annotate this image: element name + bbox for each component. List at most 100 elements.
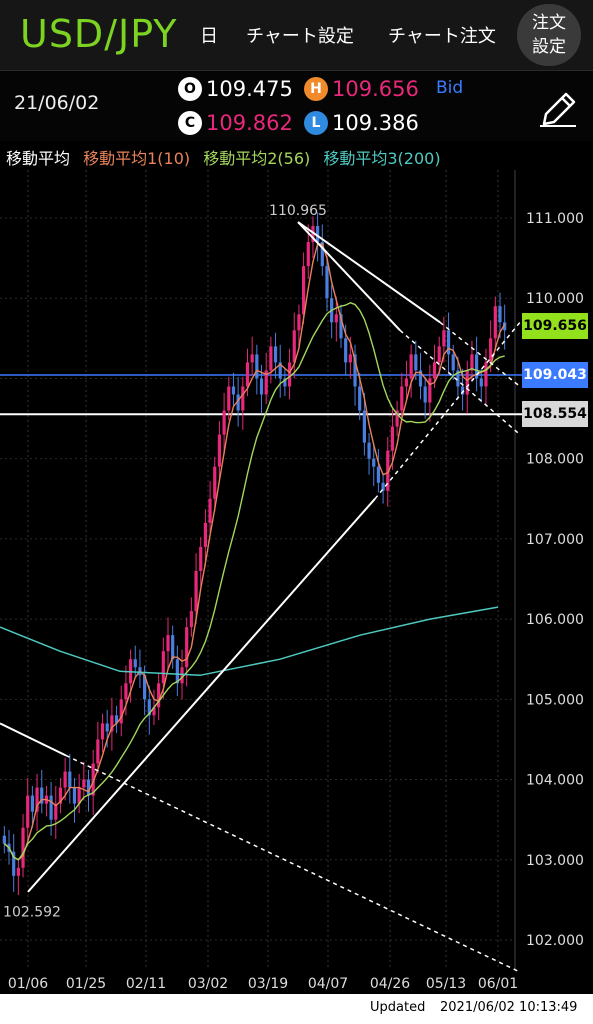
- x-tick-label: 02/11: [126, 976, 166, 992]
- ma3-legend: 移動平均3(200): [323, 149, 441, 168]
- candle-body: [353, 354, 357, 387]
- updated-time: 2021/06/02 10:13:49: [440, 1000, 578, 1015]
- x-tick-label: 01/25: [66, 976, 106, 992]
- candle-body: [297, 314, 301, 331]
- candle-body: [437, 346, 441, 363]
- ma-legend-label: 移動平均: [6, 149, 71, 168]
- currency-pair-title[interactable]: USD/JPY: [20, 12, 178, 56]
- candle-body: [194, 570, 198, 612]
- candle-body: [442, 330, 446, 347]
- y-tick-label: 106.000: [526, 612, 584, 628]
- low-annotation: 102.592: [3, 905, 61, 921]
- candle-body: [26, 795, 30, 828]
- order-settings-label-2: 設定: [532, 37, 566, 57]
- low-badge: L: [304, 111, 328, 135]
- updated-label: Updated: [370, 1000, 426, 1015]
- order-settings-button[interactable]: 注文 設定: [517, 4, 581, 66]
- candle-body: [395, 410, 399, 427]
- trend-line-old-ext: [65, 754, 521, 973]
- candle-body: [320, 242, 324, 267]
- current-price-tag: 109.656: [522, 313, 588, 339]
- tab-chart-order[interactable]: チャート注文: [388, 26, 496, 47]
- candle-body: [456, 370, 460, 387]
- footer-bar: Updated 2021/06/02 10:13:49: [0, 994, 593, 1024]
- open-price: 109.475: [206, 77, 293, 101]
- candle-body: [339, 314, 343, 339]
- current-date: 21/06/02: [14, 92, 100, 114]
- candle-body: [428, 378, 432, 403]
- candle-body: [386, 450, 390, 491]
- ma2-line: [3, 302, 505, 861]
- candle-body: [390, 426, 395, 451]
- candle-body: [222, 410, 226, 435]
- candle-body: [432, 362, 437, 379]
- close-value: C 109.862: [178, 111, 293, 135]
- candle-body: [189, 611, 193, 628]
- tab-period[interactable]: 日: [200, 26, 218, 47]
- candle-body: [404, 378, 409, 387]
- candle-body: [68, 771, 72, 788]
- candle-body: [311, 226, 315, 243]
- candle-body: [409, 354, 413, 379]
- candle-body: [301, 266, 306, 315]
- order-settings-label-1: 注文: [532, 13, 566, 33]
- candle-body: [40, 787, 44, 804]
- candle-body: [96, 739, 100, 764]
- candle-body: [35, 787, 39, 812]
- candle-body: [63, 771, 67, 788]
- candle-body: [325, 266, 329, 299]
- candle-body: [400, 386, 404, 411]
- tab-chart-settings[interactable]: チャート設定: [246, 26, 354, 47]
- candle-body: [465, 370, 469, 395]
- candle-body: [166, 635, 170, 652]
- candle-body: [273, 346, 278, 363]
- y-tick-label: 103.000: [526, 853, 584, 869]
- candle-body: [119, 699, 123, 724]
- candle-body: [133, 659, 137, 668]
- candle-body: [278, 362, 282, 379]
- candle-body: [203, 522, 208, 547]
- candle-body: [287, 362, 292, 387]
- candle-body: [344, 338, 348, 363]
- candle-body: [503, 322, 507, 331]
- candle-body: [372, 458, 376, 467]
- candle-body: [470, 354, 474, 371]
- candle-body: [143, 675, 147, 700]
- ma1-line: [3, 243, 506, 861]
- candle-body: [479, 378, 483, 387]
- moving-average-legend: 移動平均 移動平均1(10) 移動平均2(56) 移動平均3(200): [6, 145, 449, 169]
- candle-body: [213, 466, 217, 499]
- price-chart[interactable]: 111.000110.000109.000108.000107.000106.0…: [0, 0, 593, 994]
- candle-body: [367, 442, 371, 459]
- candle-body: [185, 627, 189, 668]
- candle-body: [362, 410, 366, 443]
- y-tick-label: 108.000: [526, 452, 584, 468]
- candle-body: [231, 386, 236, 395]
- candle-body: [30, 795, 34, 812]
- high-value: H 109.656: [304, 77, 419, 101]
- candle-body: [58, 787, 63, 804]
- trend-line-old: [0, 722, 67, 757]
- candle-body: [493, 306, 497, 339]
- trend-line-up-ext: [374, 321, 521, 500]
- ma3-line: [0, 606, 499, 677]
- close-badge: C: [178, 111, 202, 135]
- candle-body: [110, 715, 114, 732]
- candle-body: [124, 683, 128, 700]
- pencil-icon[interactable]: [538, 86, 578, 132]
- candle-body: [208, 498, 212, 523]
- candle-body: [292, 330, 296, 363]
- candle-body: [16, 867, 20, 876]
- candle-body: [255, 354, 259, 379]
- candle-body: [414, 354, 418, 371]
- candle-body: [316, 226, 320, 243]
- candle-body: [180, 667, 184, 684]
- y-tick-label: 102.000: [526, 933, 584, 949]
- candle-body: [264, 370, 268, 395]
- open-value: O 109.475: [178, 77, 293, 101]
- x-tick-label: 01/06: [8, 976, 48, 992]
- candle-body: [484, 362, 488, 387]
- candle-body: [152, 707, 156, 716]
- candle-body: [12, 851, 16, 876]
- candle-body: [451, 354, 455, 371]
